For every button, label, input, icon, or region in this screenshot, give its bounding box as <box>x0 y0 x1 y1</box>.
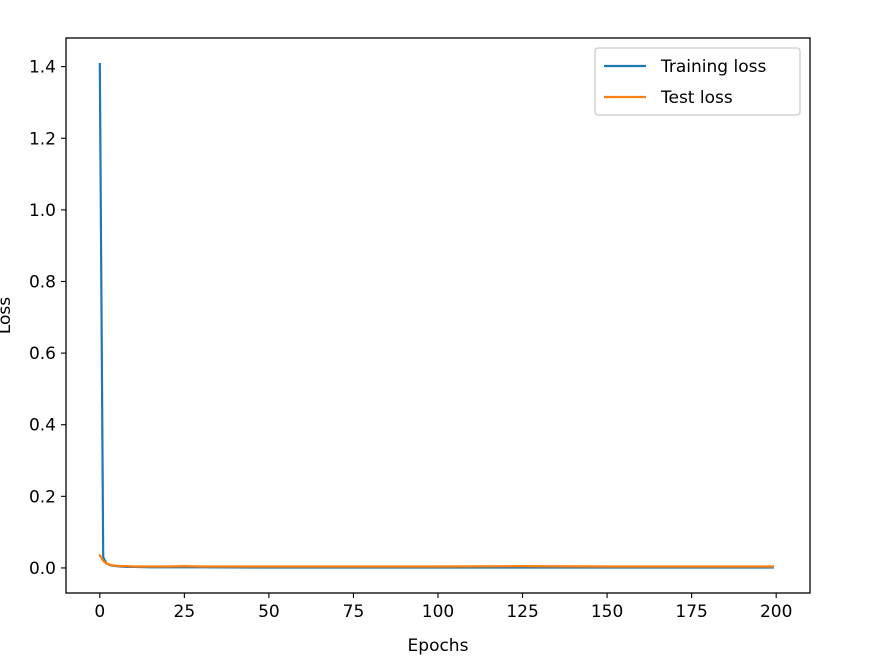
legend-box <box>594 47 801 116</box>
plot-area <box>65 37 811 594</box>
y-tick-label: 0.6 <box>29 344 56 364</box>
legend-label-0: Training loss <box>660 57 766 77</box>
x-tick-label: 175 <box>675 602 707 622</box>
x-tick-label: 25 <box>174 602 196 622</box>
y-tick-label: 1.4 <box>29 58 56 78</box>
x-tick-label: 50 <box>258 602 280 622</box>
y-tick-label: 1.2 <box>29 129 56 149</box>
y-tick-label: 0.0 <box>29 559 56 579</box>
y-axis-ticks: 0.0 0.2 0.4 0.6 0.8 1.0 1.2 1.4 <box>29 58 66 579</box>
legend-label-1: Test loss <box>660 88 733 108</box>
x-tick-label: 150 <box>591 602 623 622</box>
x-tick-label: 125 <box>506 602 538 622</box>
axes-frame <box>65 37 811 594</box>
x-axis-ticks: 0 25 50 75 100 125 150 175 200 <box>94 593 792 622</box>
series-line-1 <box>98 553 774 568</box>
y-tick-label: 0.2 <box>29 487 56 507</box>
legend-items: Training loss Test loss <box>604 57 766 108</box>
x-tick-label: 200 <box>760 602 792 622</box>
series-line-0 <box>98 63 774 569</box>
y-tick-label: 0.8 <box>29 272 56 292</box>
x-tick-label: 75 <box>343 602 365 622</box>
series-layer <box>98 63 774 569</box>
y-tick-label: 1.0 <box>29 201 56 221</box>
legend: Training loss Test loss <box>594 47 801 116</box>
x-axis-label: Epochs <box>408 636 469 656</box>
x-tick-label: 0 <box>94 602 105 622</box>
x-tick-label: 100 <box>422 602 454 622</box>
y-tick-label: 0.4 <box>29 416 56 436</box>
y-axis-label: Loss <box>0 297 15 334</box>
